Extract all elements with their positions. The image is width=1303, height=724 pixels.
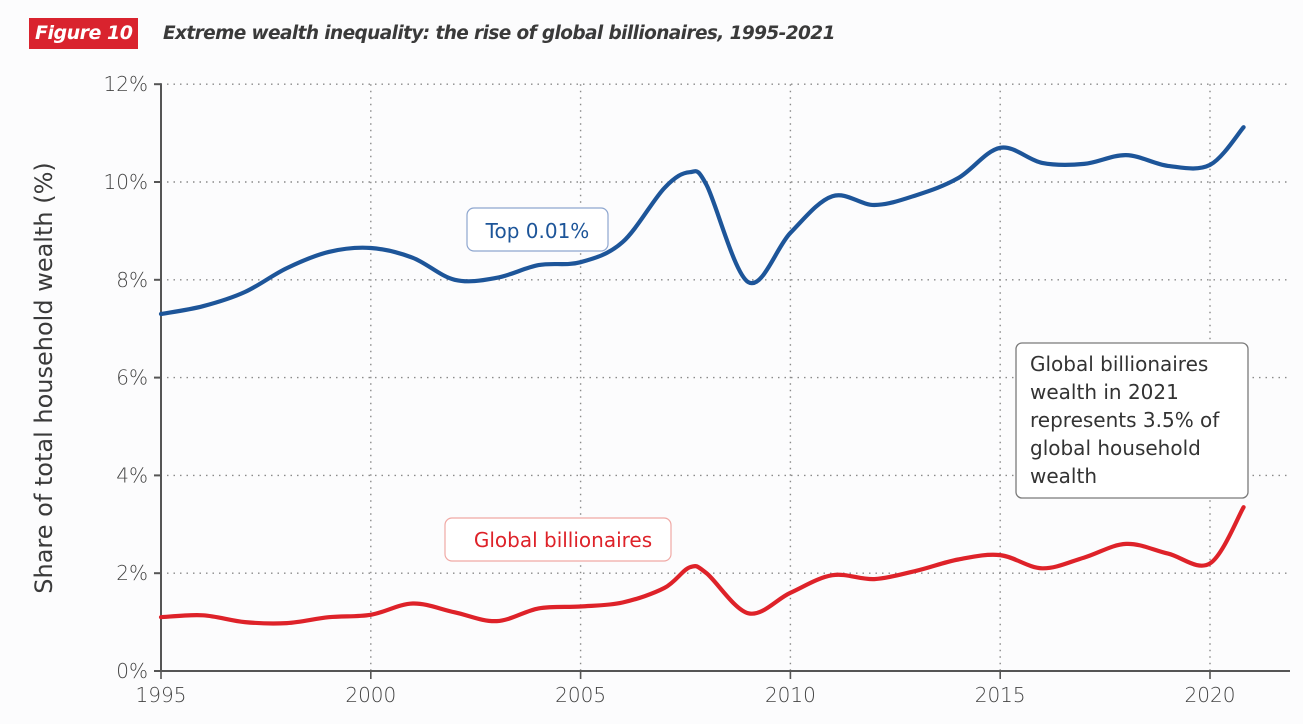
annotation-line-3: represents 3.5% of (1030, 408, 1220, 432)
annotation-line-5: wealth (1030, 464, 1097, 488)
x-tick-label: 2000 (345, 683, 396, 707)
annotation-line-1: Global billionaires (1030, 352, 1208, 376)
chart-title: Extreme wealth inequality: the rise of g… (163, 23, 835, 44)
y-tick-label: 12% (104, 72, 148, 96)
y-tick-label: 10% (104, 170, 148, 194)
x-tick-label: 2015 (975, 683, 1026, 707)
figure-number-badge: Figure 10 (29, 18, 139, 49)
y-axis-label: Share of total household wealth (%) (30, 162, 58, 594)
y-tick-label: 0% (116, 659, 148, 683)
y-tick-label: 6% (116, 366, 148, 390)
y-tick-label: 2% (116, 561, 148, 585)
series-line-top001 (158, 125, 1246, 317)
label-billionaires: Global billionaires (444, 517, 672, 562)
x-tick-label: 1995 (136, 683, 187, 707)
annotation-line-4: global household (1030, 436, 1201, 460)
series-line-billionaires (158, 505, 1246, 626)
x-tick-label: 2020 (1185, 683, 1236, 707)
x-axis-ticks: 1995 2000 2005 2010 2015 2020 (136, 671, 1236, 707)
series-label-billionaires: Global billionaires (474, 528, 652, 552)
annotation-box: Global billionaires wealth in 2021 repre… (1015, 342, 1249, 499)
y-tick-label: 4% (116, 463, 148, 487)
label-top001: Top 0.01% (466, 207, 609, 252)
annotation-line-2: wealth in 2021 (1030, 380, 1179, 404)
series-label-top001: Top 0.01% (485, 219, 590, 243)
x-tick-label: 2010 (765, 683, 816, 707)
series-group (158, 125, 1246, 626)
x-tick-label: 2005 (555, 683, 606, 707)
y-tick-label: 8% (116, 268, 148, 292)
y-axis-ticks: 0% 2% 4% 6% 8% 10% 12% (104, 72, 161, 683)
